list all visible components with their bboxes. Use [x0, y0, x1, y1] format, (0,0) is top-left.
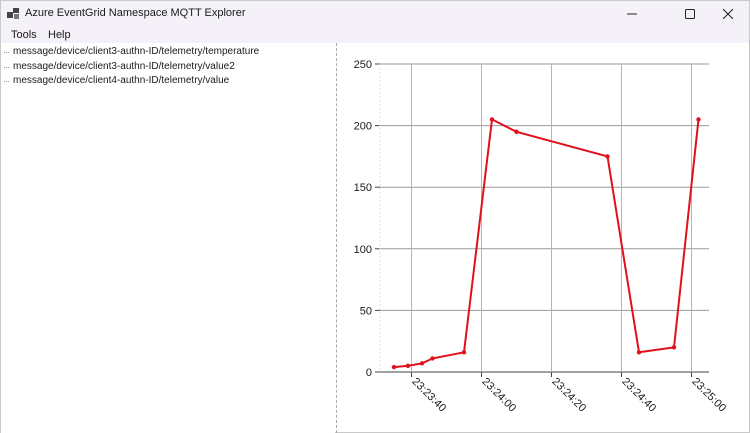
data-point [419, 361, 425, 366]
data-point [696, 117, 701, 122]
close-icon [723, 9, 733, 19]
y-tick-label: 150 [354, 182, 372, 194]
menu-help[interactable]: Help [48, 29, 71, 41]
close-button[interactable] [705, 1, 750, 27]
data-point [636, 350, 642, 355]
data-point [461, 350, 467, 355]
topic-item[interactable]: message/device/client3-authn-ID/telemetr… [1, 60, 335, 75]
data-point [514, 129, 519, 134]
topic-label: message/device/client3-authn-ID/telemetr… [13, 60, 235, 72]
x-tick-label: 23:25:00 [689, 376, 728, 415]
y-tick-label: 50 [360, 305, 372, 317]
telemetry-chart: 0 50 100 150 200 250 23:23:40 23:24:00 23:24:20 2… [354, 59, 729, 415]
topic-item[interactable]: message/device/client4-authn-ID/telemetr… [1, 74, 335, 89]
minimize-button[interactable] [609, 1, 655, 27]
maximize-icon [685, 9, 695, 19]
data-point [489, 117, 495, 122]
data-point [605, 154, 610, 159]
topic-label: message/device/client4-authn-ID/telemetr… [13, 75, 230, 86]
y-tick-label: 0 [366, 367, 372, 379]
title-bar[interactable]: Azure EventGrid Namespace MQTT Explorer [1, 1, 749, 27]
minimize-icon [627, 13, 637, 15]
app-window-icon [7, 8, 19, 19]
x-tick-label: 23:23:40 [409, 376, 448, 415]
y-tick-label: 200 [354, 121, 372, 133]
x-tick-label: 23:24:00 [479, 376, 518, 415]
data-point [671, 345, 677, 350]
maximize-button[interactable] [667, 1, 713, 27]
tree-connector [4, 66, 9, 68]
x-tick-label: 23:24:20 [549, 376, 588, 415]
y-tick-label: 100 [354, 244, 372, 256]
series-line [393, 117, 700, 369]
topic-label: message/device/client3-authn-ID/telemetr… [13, 46, 260, 57]
topic-list: message/device/client3-authn-ID/telemetr… [1, 45, 335, 89]
topic-tree-pane: message/device/client3-authn-ID/telemetr… [1, 43, 335, 433]
data-point [430, 356, 435, 361]
x-tick-label: 23:24:40 [619, 376, 658, 415]
data-point [391, 364, 397, 370]
menu-tools[interactable]: Tools [11, 29, 37, 41]
data-point [405, 363, 411, 369]
topic-item[interactable]: message/device/client3-authn-ID/telemetr… [1, 45, 335, 60]
chart-pane: 0 50 100 150 200 250 23:23:40 23:24:00 23:24:20 2… [338, 43, 749, 433]
window-title: Azure EventGrid Namespace MQTT Explorer [25, 7, 246, 19]
pane-splitter[interactable] [336, 43, 337, 433]
menu-bar: Tools Help [1, 27, 749, 43]
y-tick-label: 250 [354, 59, 372, 71]
tree-connector [4, 52, 9, 53]
tree-connector [4, 81, 9, 82]
